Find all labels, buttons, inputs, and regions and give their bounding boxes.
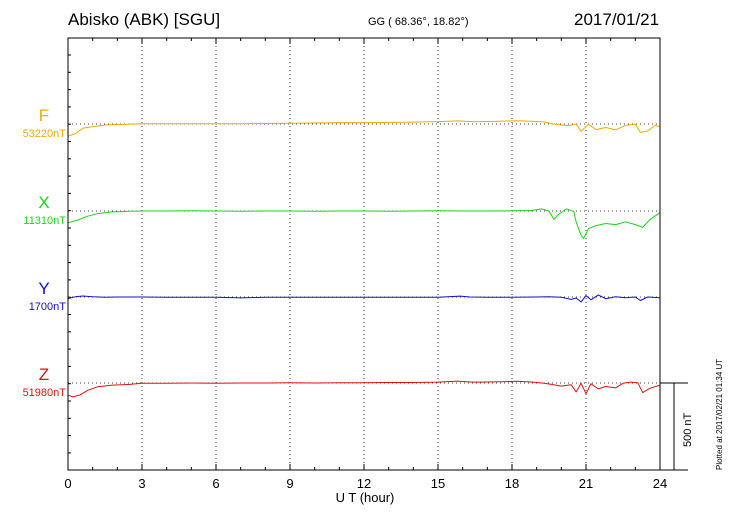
date-label: 2017/01/21 [574, 10, 660, 29]
x-axis-label: U T (hour) [335, 490, 395, 505]
x-tick-label: 3 [138, 476, 145, 491]
series-name-f: F [38, 106, 50, 125]
station-title: Abisko (ABK) [SGU] [68, 10, 221, 29]
series-baseline-x: 11310nT [23, 215, 66, 227]
series-line-y [67, 294, 661, 303]
x-tick-label: 24 [653, 476, 667, 491]
grid [68, 38, 660, 470]
plotted-timestamp: Plotted at 2017/02/21 01:34 UT [715, 358, 724, 470]
series-name-y: Y [38, 279, 50, 298]
series-layer [67, 120, 661, 398]
scale-bar-label: 500 nT [682, 412, 694, 447]
x-tick-label: 9 [286, 476, 293, 491]
series-line-f [67, 120, 661, 137]
scale-bar [660, 382, 688, 471]
coordinates-label: GG ( 68.36°, 18.82°) [368, 16, 469, 28]
series-name-x: X [38, 193, 50, 212]
x-tick-label: 6 [212, 476, 219, 491]
x-tick-label: 21 [579, 476, 593, 491]
series-baseline-z: 51980nT [22, 387, 66, 399]
series-line-x [67, 208, 661, 239]
series-name-z: Z [38, 365, 50, 384]
x-tick-label: 18 [505, 476, 519, 491]
series-baseline-f: 53220nT [22, 128, 66, 140]
x-tick-label: 0 [64, 476, 71, 491]
x-tick-label: 12 [357, 476, 371, 491]
series-line-z [67, 380, 661, 398]
x-axis: 0 3 6 9 12 15 18 21 24 [64, 38, 667, 491]
x-tick-label: 15 [431, 476, 445, 491]
series-baseline-y: 1700nT [28, 301, 66, 313]
